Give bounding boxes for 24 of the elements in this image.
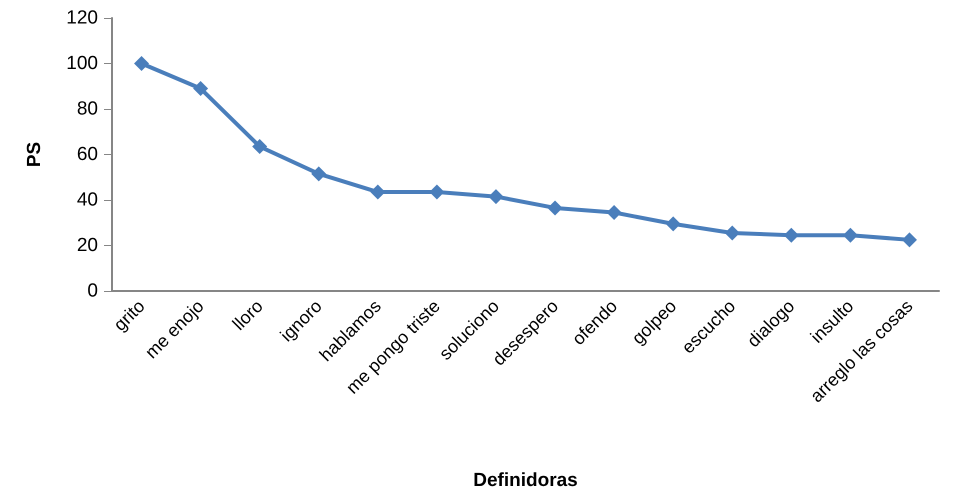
x-axis-title: Definidoras: [473, 470, 578, 491]
point: [134, 56, 150, 71]
point: [311, 166, 326, 182]
y-tick-label: 20: [76, 235, 98, 256]
y-axis-title: PS: [24, 142, 45, 168]
y-tick-label: 120: [66, 8, 98, 28]
y-tick-label: 80: [76, 98, 98, 120]
y-tick-label: 40: [76, 190, 98, 210]
point: [606, 205, 622, 220]
x-tick-label: lloro: [228, 296, 267, 334]
point: [724, 225, 740, 240]
point: [548, 200, 563, 216]
point: [370, 184, 386, 200]
point: [902, 232, 917, 248]
point: [784, 228, 799, 243]
y-tick-label: 60: [76, 144, 98, 165]
point: [252, 139, 268, 154]
point: [488, 189, 504, 204]
x-tick-label: grito: [110, 296, 149, 335]
point: [193, 81, 208, 96]
y-tick-label: 100: [66, 53, 98, 74]
y-tick-label: 0: [87, 280, 98, 302]
point: [666, 216, 681, 232]
point: [842, 228, 858, 243]
